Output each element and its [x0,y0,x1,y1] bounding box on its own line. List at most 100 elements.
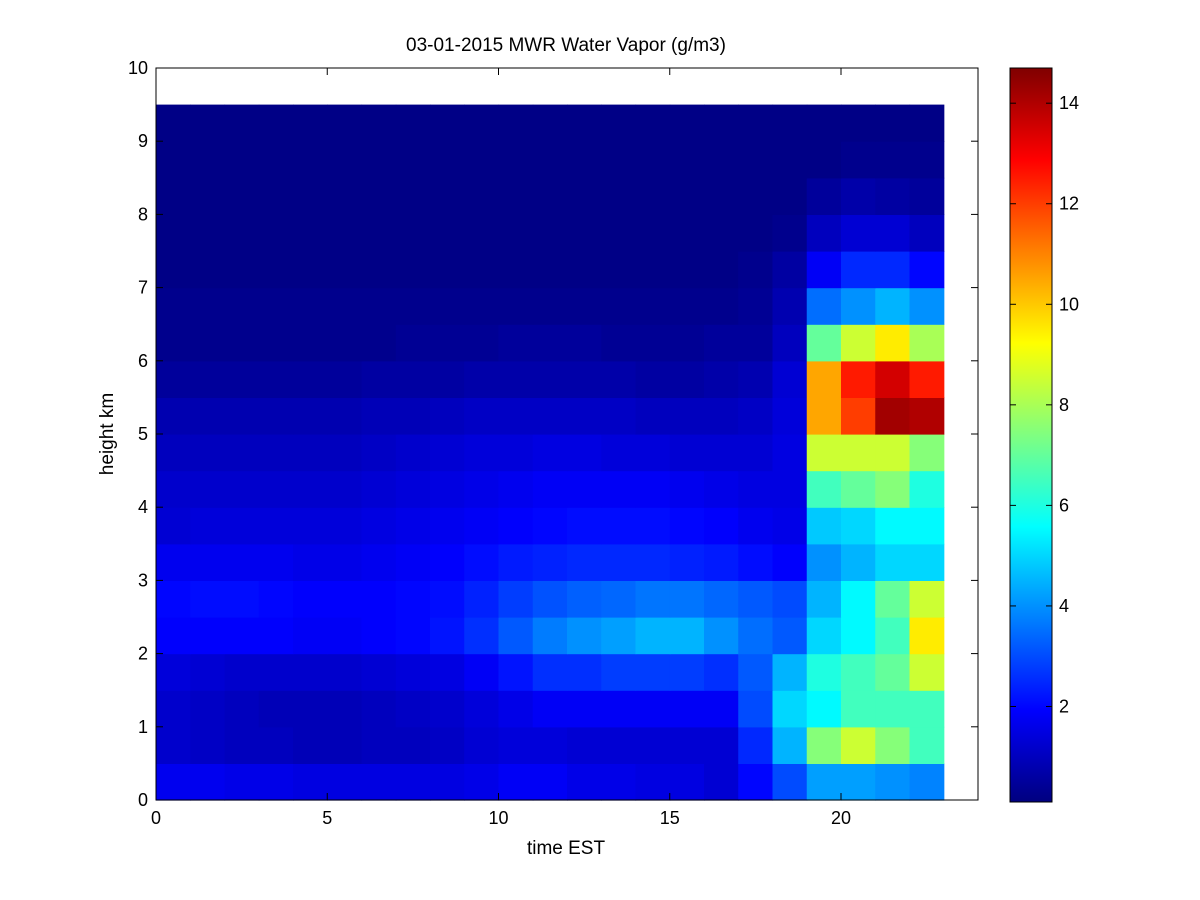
heatmap-cell [430,653,465,691]
y-tick-label: 10 [128,58,148,78]
heatmap-cell [498,726,534,764]
heatmap-cell [224,507,260,545]
heatmap-cell [224,251,260,289]
heatmap-cell [669,763,705,801]
heatmap-cell [635,763,671,801]
heatmap-cell [806,251,842,289]
heatmap-cell [430,617,465,655]
heatmap-cell [601,507,637,545]
heatmap-cell [738,177,774,215]
heatmap-cell [156,690,191,728]
heatmap-cell [841,214,876,252]
heatmap-cell [567,763,602,801]
heatmap-cell [909,360,945,398]
heatmap-cell [841,324,876,362]
heatmap-cell [567,690,602,728]
heatmap-cell [635,324,671,362]
heatmap-cell [532,690,568,728]
heatmap-cell [190,617,226,655]
heatmap-cell [224,726,260,764]
heatmap-cell [738,690,774,728]
heatmap-cell [806,726,842,764]
heatmap-cell [361,360,397,398]
heatmap-cell [464,653,500,691]
heatmap-cell [498,287,534,325]
heatmap-cell [258,763,294,801]
heatmap-cell [601,543,637,581]
heatmap-cell [841,251,876,289]
heatmap-cell [464,580,500,618]
heatmap-cell [361,690,397,728]
heatmap-cell [806,287,842,325]
heatmap-cell [567,141,602,179]
heatmap-cell [841,287,876,325]
heatmap-cell [224,543,260,581]
heatmap-cell [909,251,945,289]
heatmap-cell [293,324,328,362]
heatmap-cell [704,580,739,618]
heatmap-cell [156,177,191,215]
heatmap-cell [601,470,637,508]
heatmap-cell [190,763,226,801]
heatmap-cell [395,251,431,289]
heatmap-cell [498,617,534,655]
heatmap-cell [635,251,671,289]
heatmap-cell [875,397,911,435]
heatmap-cell [806,507,842,545]
heatmap-cell [875,763,911,801]
heatmap-cell [567,214,602,252]
heatmap-cell [464,397,500,435]
heatmap-cell [601,690,637,728]
heatmap-cell [841,434,876,472]
heatmap-cell [772,543,808,581]
heatmap-cell [875,726,911,764]
heatmap-cell [806,214,842,252]
heatmap-cell [430,251,465,289]
heatmap-cell [224,214,260,252]
colorbar-tick-label: 6 [1059,495,1069,515]
y-tick-label: 3 [138,570,148,590]
heatmap-cell [601,324,637,362]
heatmap-cell [224,690,260,728]
heatmap-cell [395,360,431,398]
heatmap-cell [327,580,363,618]
heatmap-cell [909,434,945,472]
heatmap-cell [875,214,911,252]
heatmap-cell [635,543,671,581]
heatmap-cell [601,434,637,472]
heatmap-cell [258,653,294,691]
heatmap-cell [841,360,876,398]
heatmap-cell [361,177,397,215]
heatmap-cell [738,763,774,801]
colorbar-frame [1009,67,1053,803]
heatmap-cell [704,360,739,398]
heatmap-cell [738,251,774,289]
colorbar-tick-label: 12 [1059,194,1079,214]
heatmap-cell [635,653,671,691]
heatmap-cell [772,141,808,179]
heatmap-cell [601,763,637,801]
heatmap-cell [156,726,191,764]
heatmap-cell [704,177,739,215]
heatmap-cell [258,397,294,435]
heatmap-cell [395,397,431,435]
heatmap-cell [395,726,431,764]
x-tick-label: 0 [151,808,161,828]
colorbar-ticks: 2 4 6 8 10 12 14 [1010,93,1079,716]
heatmap-cell [532,617,568,655]
heatmap-cell [464,507,500,545]
colorbar-tick-label: 2 [1059,696,1069,716]
heatmap-cell [635,617,671,655]
heatmap-cell [498,543,534,581]
heatmap-cell [190,141,226,179]
heatmap-cell [704,104,739,142]
heatmap-cell [327,617,363,655]
heatmap-cell [532,177,568,215]
heatmap-cell [567,543,602,581]
heatmap-cell [532,141,568,179]
heatmap-cell [258,360,294,398]
heatmap-cell [532,726,568,764]
heatmap-cell [464,763,500,801]
heatmap-cell [841,763,876,801]
heatmap-cell [395,214,431,252]
